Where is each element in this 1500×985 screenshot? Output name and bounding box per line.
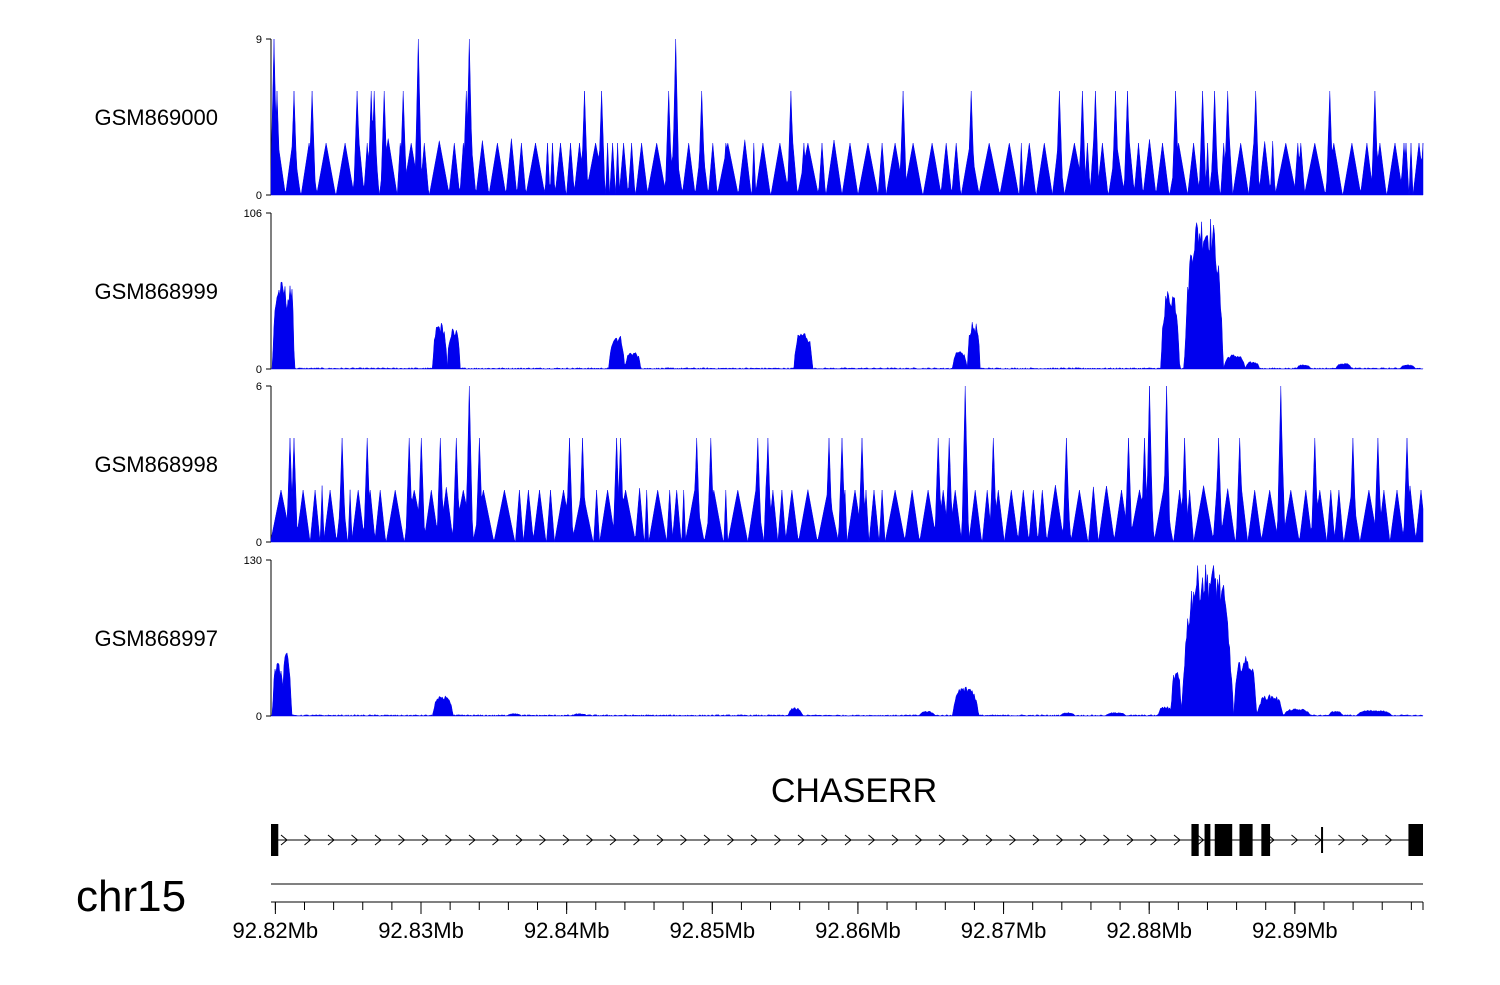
strand-arrow <box>962 834 970 846</box>
y-tick-label: 9 <box>256 34 262 46</box>
genome-axis: chr15 92.82Mb 92.83Mb 92.84Mb 92.85Mb 92.86M… <box>76 872 1424 943</box>
strand-arrow <box>727 834 735 846</box>
track-GSM869000: 9 0 GSM869000 <box>94 34 1424 202</box>
strand-arrow <box>938 834 946 846</box>
signal-area-GSM868997 <box>270 564 1424 717</box>
x-tick-label: 92.82Mb <box>233 918 319 943</box>
strand-arrow <box>774 834 782 846</box>
strand-arrow <box>868 834 876 846</box>
y-tick-label: 0 <box>256 190 262 202</box>
gene-exon <box>1214 824 1233 856</box>
gene-track: CHASERR <box>271 772 1423 856</box>
signal-area-GSM869000 <box>270 38 1424 196</box>
strand-arrow <box>1009 834 1017 846</box>
strand-arrow <box>680 834 688 846</box>
chromosome-label: chr15 <box>76 872 186 921</box>
strand-arrow <box>374 834 382 846</box>
strand-arrow <box>445 834 453 846</box>
y-tick-label: 130 <box>244 555 262 567</box>
strand-arrow <box>1126 834 1134 846</box>
strand-arrow <box>280 834 288 846</box>
strand-arrow <box>304 834 312 846</box>
gene-exon <box>1261 824 1271 856</box>
strand-arrow <box>1173 834 1181 846</box>
track-label: GSM868999 <box>94 279 218 304</box>
strand-arrow <box>421 834 429 846</box>
x-tick-label: 92.87Mb <box>961 918 1047 943</box>
gene-exon <box>1239 824 1253 856</box>
strand-arrow <box>1079 834 1087 846</box>
strand-arrow <box>351 834 359 846</box>
strand-arrow <box>844 834 852 846</box>
track-GSM868998: 6 0 GSM868998 <box>94 381 1424 549</box>
y-tick-label: 106 <box>244 208 262 220</box>
strand-arrow <box>915 834 923 846</box>
y-tick-label: 0 <box>256 711 262 723</box>
y-tick-label: 6 <box>256 381 262 393</box>
strand-arrow <box>821 834 829 846</box>
strand-arrow <box>1385 834 1393 846</box>
track-label: GSM868998 <box>94 452 218 477</box>
strand-arrow <box>515 834 523 846</box>
y-tick-label: 0 <box>256 364 262 376</box>
x-tick-label: 92.86Mb <box>815 918 901 943</box>
track-label: GSM869000 <box>94 105 218 130</box>
signal-area-GSM868998 <box>270 385 1424 543</box>
strand-arrow <box>985 834 993 846</box>
gene-exon <box>271 824 279 856</box>
strand-arrow <box>703 834 711 846</box>
data-tracks: 9 0 GSM869000 106 0 GSM868999 6 0 GSM868998 130 0 G… <box>94 34 1424 723</box>
y-tick-label: 0 <box>256 537 262 549</box>
strand-arrow <box>468 834 476 846</box>
strand-arrow <box>1197 834 1205 846</box>
strand-arrow <box>562 834 570 846</box>
gene-exon <box>1204 824 1211 856</box>
track-GSM868999: 106 0 GSM868999 <box>94 208 1424 376</box>
gene-exon <box>1321 827 1324 853</box>
x-tick-label: 92.83Mb <box>378 918 464 943</box>
strand-arrow <box>1291 834 1299 846</box>
signal-area-GSM868999 <box>270 219 1424 370</box>
gene-exon <box>1191 824 1199 856</box>
x-tick-label: 92.88Mb <box>1106 918 1192 943</box>
x-tick-label: 92.85Mb <box>669 918 755 943</box>
strand-arrow <box>492 834 500 846</box>
gene-name-label: CHASERR <box>771 772 937 810</box>
strand-arrow <box>1056 834 1064 846</box>
x-tick-label: 92.84Mb <box>524 918 610 943</box>
strand-arrow <box>1150 834 1158 846</box>
strand-arrow <box>1361 834 1369 846</box>
gene-exon <box>1408 824 1423 856</box>
strand-arrow <box>327 834 335 846</box>
strand-arrow <box>797 834 805 846</box>
strand-arrow <box>1338 834 1346 846</box>
strand-arrow <box>1103 834 1111 846</box>
x-tick-label: 92.89Mb <box>1252 918 1338 943</box>
strand-arrow <box>1314 834 1322 846</box>
strand-arrow <box>750 834 758 846</box>
track-GSM868997: 130 0 GSM868997 <box>94 555 1424 723</box>
strand-arrow <box>609 834 617 846</box>
strand-arrow <box>633 834 641 846</box>
strand-arrow <box>539 834 547 846</box>
strand-arrow <box>1032 834 1040 846</box>
strand-arrow <box>398 834 406 846</box>
strand-arrow <box>891 834 899 846</box>
strand-arrow <box>586 834 594 846</box>
track-label: GSM868997 <box>94 626 218 651</box>
strand-arrow <box>656 834 664 846</box>
